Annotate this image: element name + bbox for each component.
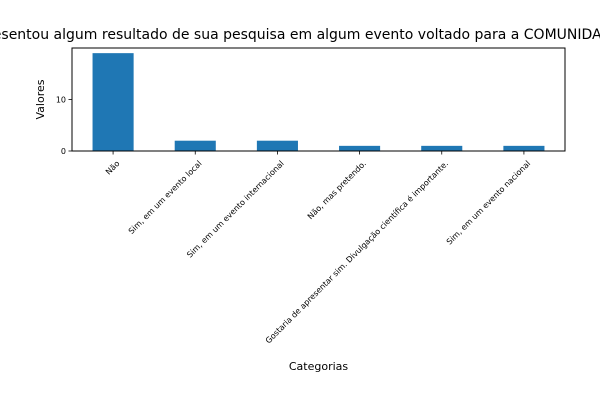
x-tick-label: Sim, em um evento internacional <box>185 159 286 260</box>
bar <box>503 145 545 151</box>
x-tick-label: Não, mas pretendo. <box>306 159 368 221</box>
plot-area-frame <box>71 47 566 152</box>
x-tick-label: Gostaria de apresentar sim. Divulgação c… <box>263 158 450 345</box>
y-axis-label: Valores <box>34 79 47 119</box>
y-tick-label: 10 <box>56 96 66 105</box>
chart-title: Você já apresentou algum resultado de su… <box>0 27 600 43</box>
x-tick-label: Sim, em um evento nacional <box>445 159 533 247</box>
x-tick-label: Sim, em um evento local <box>127 159 204 236</box>
bar <box>174 140 216 151</box>
bar <box>256 140 298 151</box>
bar <box>421 145 463 151</box>
bars-layer <box>92 53 545 151</box>
x-axis-label: Categorias <box>289 360 349 373</box>
y-axis: 0 10 <box>56 96 72 156</box>
bar <box>92 53 134 151</box>
x-tick-label: Não <box>104 159 122 177</box>
bar <box>339 145 381 151</box>
y-tick-label: 0 <box>61 147 66 156</box>
